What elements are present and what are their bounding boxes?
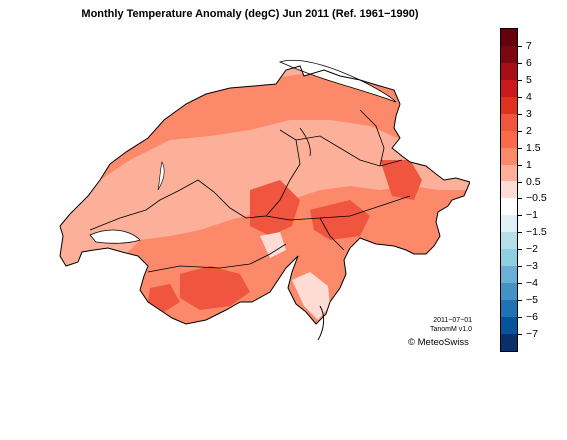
map-title: Monthly Temperature Anomaly (degC) Jun 2… — [81, 8, 419, 20]
colorbar-label: 1.5 — [526, 141, 541, 154]
colorbar-label: −3 — [526, 260, 538, 273]
colorbar-cell — [501, 164, 517, 182]
colorbar-tick — [517, 113, 522, 115]
colorbar-cell — [501, 79, 517, 97]
colorbar-label: 7 — [526, 39, 532, 52]
colorbar-tick — [517, 130, 522, 132]
colorbar-tick — [517, 198, 522, 200]
colorbar-label: −6 — [526, 311, 538, 324]
colorbar-cell — [501, 96, 517, 114]
colorbar-label: 5 — [526, 73, 532, 86]
lake-maggiore — [317, 305, 325, 341]
colorbar-label: −2 — [526, 243, 538, 256]
colorbar-cell — [501, 113, 517, 131]
lake-zurich — [299, 127, 311, 157]
colorbar-cell — [501, 266, 517, 284]
colorbar-tick — [517, 232, 522, 234]
colorbar-cell — [501, 283, 517, 300]
colorbar-label: 1 — [526, 158, 532, 171]
colorbar-label: 4 — [526, 90, 532, 103]
colorbar-tick — [517, 62, 522, 64]
colorbar-tick — [517, 249, 522, 251]
version-stamp: TanomM v1.0 — [429, 326, 472, 333]
colorbar-label: 2 — [526, 124, 532, 137]
lake-neuchatel — [157, 161, 165, 191]
colorbar-label: −5 — [526, 294, 538, 307]
colorbar-tick — [517, 215, 522, 217]
colorbar-tick — [517, 147, 522, 149]
colorbar-cell — [501, 130, 517, 148]
colorbar-cell — [501, 232, 517, 250]
colorbar-cell — [501, 198, 517, 216]
colorbar-cell — [501, 181, 517, 199]
colorbar-tick — [517, 283, 522, 285]
copyright-text: © MeteoSwiss — [408, 337, 469, 348]
colorbar-label: −4 — [526, 277, 538, 290]
colorbar-tick — [517, 300, 522, 302]
lake-constance — [278, 59, 397, 103]
colorbar-cell — [501, 300, 517, 317]
colorbar-tick — [517, 317, 522, 319]
colorbar-cell — [501, 333, 517, 351]
colorbar-tick — [517, 266, 522, 268]
colorbar-label: −0.5 — [526, 192, 547, 205]
colorbar-tick — [517, 181, 522, 183]
date-stamp: 2011−07−01 — [433, 317, 472, 324]
colorbar-tick — [517, 79, 522, 81]
colorbar-label: −1.5 — [526, 226, 547, 239]
colorbar-cell — [501, 249, 517, 267]
colorbar-cell — [501, 45, 517, 63]
colorbar-label: −7 — [526, 328, 538, 341]
colorbar-cell — [501, 29, 517, 46]
colorbar-label: −1 — [526, 209, 538, 222]
colorbar-tick — [517, 45, 522, 47]
anomaly-field — [60, 66, 470, 324]
colorbar-cell — [501, 215, 517, 233]
colorbar-cell — [501, 316, 517, 334]
colorbar-tick — [517, 164, 522, 166]
colorbar-label: 6 — [526, 56, 532, 69]
switzerland-map — [59, 59, 471, 341]
map-area — [30, 40, 471, 365]
colorbar-label: 0.5 — [526, 175, 541, 188]
colorbar-tick — [517, 96, 522, 98]
region-boundaries — [89, 109, 411, 273]
colorbar-cell — [501, 62, 517, 80]
colorbar — [500, 28, 518, 352]
colorbar-cell — [501, 147, 517, 165]
colorbar-label: 3 — [526, 107, 532, 120]
colorbar-tick — [517, 334, 522, 336]
lake-geneva — [89, 229, 141, 244]
